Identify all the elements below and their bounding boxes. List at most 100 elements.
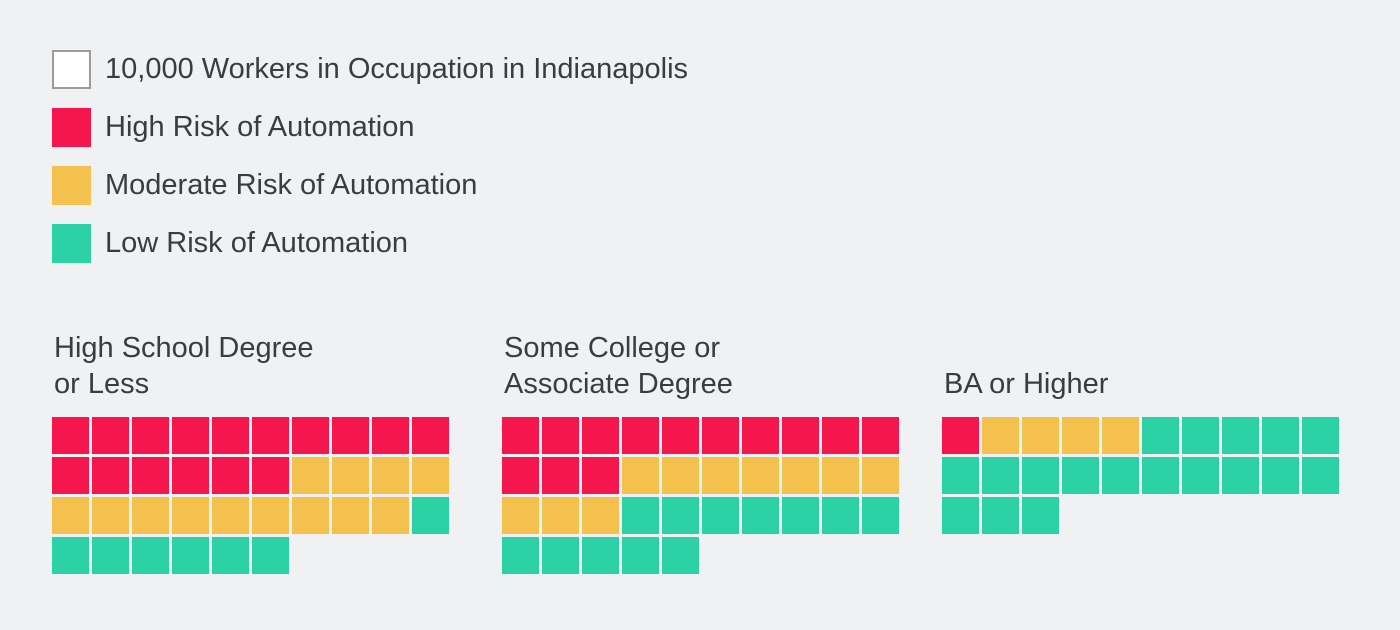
waffle-cell-low-risk <box>52 537 89 574</box>
waffle-cell-high-risk <box>622 417 659 454</box>
legend-label-low-risk: Low Risk of Automation <box>105 227 409 259</box>
waffle-cell-low-risk <box>662 537 699 574</box>
waffle-cell-moderate-risk <box>372 457 409 494</box>
waffle-row <box>52 417 452 454</box>
waffle-row <box>502 497 902 534</box>
waffle-cell-low-risk <box>942 497 979 534</box>
waffle-cell-moderate-risk <box>862 457 899 494</box>
waffle-row <box>502 537 902 574</box>
waffle-cell-low-risk <box>1022 457 1059 494</box>
waffle-cell-low-risk <box>782 497 819 534</box>
waffle-cell-low-risk <box>822 497 859 534</box>
waffle-cell-moderate-risk <box>332 497 369 534</box>
waffle-cell-low-risk <box>1022 497 1059 534</box>
waffle-cell-high-risk <box>252 457 289 494</box>
waffle-cell-high-risk <box>212 457 249 494</box>
low-risk-swatch-icon <box>52 224 91 263</box>
waffle-cell-high-risk <box>212 417 249 454</box>
waffle-cell-moderate-risk <box>1022 417 1059 454</box>
waffle-cell-high-risk <box>132 417 169 454</box>
waffle-cell-high-risk <box>862 417 899 454</box>
waffle-cell-moderate-risk <box>132 497 169 534</box>
waffle-grid <box>502 417 902 574</box>
waffle-cell-moderate-risk <box>1062 417 1099 454</box>
waffle-cell-high-risk <box>172 417 209 454</box>
waffle-cell-high-risk <box>702 417 739 454</box>
waffle-cell-high-risk <box>252 417 289 454</box>
waffle-cell-low-risk <box>542 537 579 574</box>
group-title-high-school: High School Degree or Less <box>54 332 314 400</box>
waffle-cell-low-risk <box>622 537 659 574</box>
group-title-some-college: Some College or Associate Degree <box>504 332 733 400</box>
waffle-cell-low-risk <box>412 497 449 534</box>
waffle-cell-high-risk <box>542 457 579 494</box>
waffle-cell-high-risk <box>822 417 859 454</box>
moderate-risk-swatch-icon <box>52 166 91 205</box>
waffle-grid <box>52 417 452 574</box>
waffle-cell-moderate-risk <box>412 457 449 494</box>
waffle-row <box>52 537 452 574</box>
waffle-grid <box>942 417 1342 534</box>
legend-label-high-risk: High Risk of Automation <box>105 111 415 143</box>
waffle-cell-low-risk <box>1302 457 1339 494</box>
waffle-cell-moderate-risk <box>982 417 1019 454</box>
waffle-cell-low-risk <box>1222 417 1259 454</box>
waffle-cell-high-risk <box>292 417 329 454</box>
waffle-cell-low-risk <box>1102 457 1139 494</box>
legend-item-high-risk: High Risk of Automation <box>52 108 688 147</box>
waffle-cell-moderate-risk <box>702 457 739 494</box>
waffle-cell-low-risk <box>1142 457 1179 494</box>
waffle-cell-low-risk <box>1262 417 1299 454</box>
legend-item-low-risk: Low Risk of Automation <box>52 224 688 263</box>
waffle-cell-low-risk <box>702 497 739 534</box>
waffle-cell-low-risk <box>662 497 699 534</box>
waffle-row <box>52 457 452 494</box>
waffle-cell-moderate-risk <box>582 497 619 534</box>
waffle-cell-low-risk <box>1222 457 1259 494</box>
legend: 10,000 Workers in Occupation in Indianap… <box>52 50 688 263</box>
waffle-cell-high-risk <box>412 417 449 454</box>
waffle-cell-moderate-risk <box>52 497 89 534</box>
waffle-cell-moderate-risk <box>212 497 249 534</box>
waffle-cell-low-risk <box>1182 417 1219 454</box>
waffle-cell-high-risk <box>942 417 979 454</box>
waffle-row <box>502 417 902 454</box>
high-risk-swatch-icon <box>52 108 91 147</box>
waffle-cell-high-risk <box>92 457 129 494</box>
waffle-cell-high-risk <box>372 417 409 454</box>
waffle-cell-low-risk <box>742 497 779 534</box>
waffle-cell-moderate-risk <box>292 497 329 534</box>
legend-label-moderate-risk: Moderate Risk of Automation <box>105 169 478 201</box>
waffle-cell-low-risk <box>1182 457 1219 494</box>
waffle-cell-moderate-risk <box>172 497 209 534</box>
waffle-cell-high-risk <box>502 457 539 494</box>
waffle-cell-high-risk <box>132 457 169 494</box>
waffle-cell-moderate-risk <box>822 457 859 494</box>
waffle-cell-high-risk <box>582 417 619 454</box>
waffle-cell-moderate-risk <box>372 497 409 534</box>
waffle-cell-moderate-risk <box>252 497 289 534</box>
chart-group-some-college: Some College or Associate Degree <box>502 330 902 577</box>
waffle-row <box>942 457 1342 494</box>
waffle-cell-moderate-risk <box>782 457 819 494</box>
waffle-cell-low-risk <box>92 537 129 574</box>
waffle-cell-moderate-risk <box>92 497 129 534</box>
waffle-cell-high-risk <box>502 417 539 454</box>
waffle-cell-high-risk <box>582 457 619 494</box>
chart-group-high-school: High School Degree or Less <box>52 330 452 577</box>
waffle-cell-moderate-risk <box>622 457 659 494</box>
waffle-cell-low-risk <box>252 537 289 574</box>
unit-swatch-icon <box>52 50 91 89</box>
waffle-cell-low-risk <box>982 497 1019 534</box>
waffle-row <box>502 457 902 494</box>
waffle-cell-high-risk <box>662 417 699 454</box>
waffle-cell-high-risk <box>742 417 779 454</box>
waffle-cell-low-risk <box>172 537 209 574</box>
waffle-cell-low-risk <box>942 457 979 494</box>
waffle-cell-low-risk <box>862 497 899 534</box>
waffle-cell-moderate-risk <box>662 457 699 494</box>
waffle-cell-low-risk <box>622 497 659 534</box>
waffle-cell-low-risk <box>1302 417 1339 454</box>
waffle-cell-moderate-risk <box>1102 417 1139 454</box>
